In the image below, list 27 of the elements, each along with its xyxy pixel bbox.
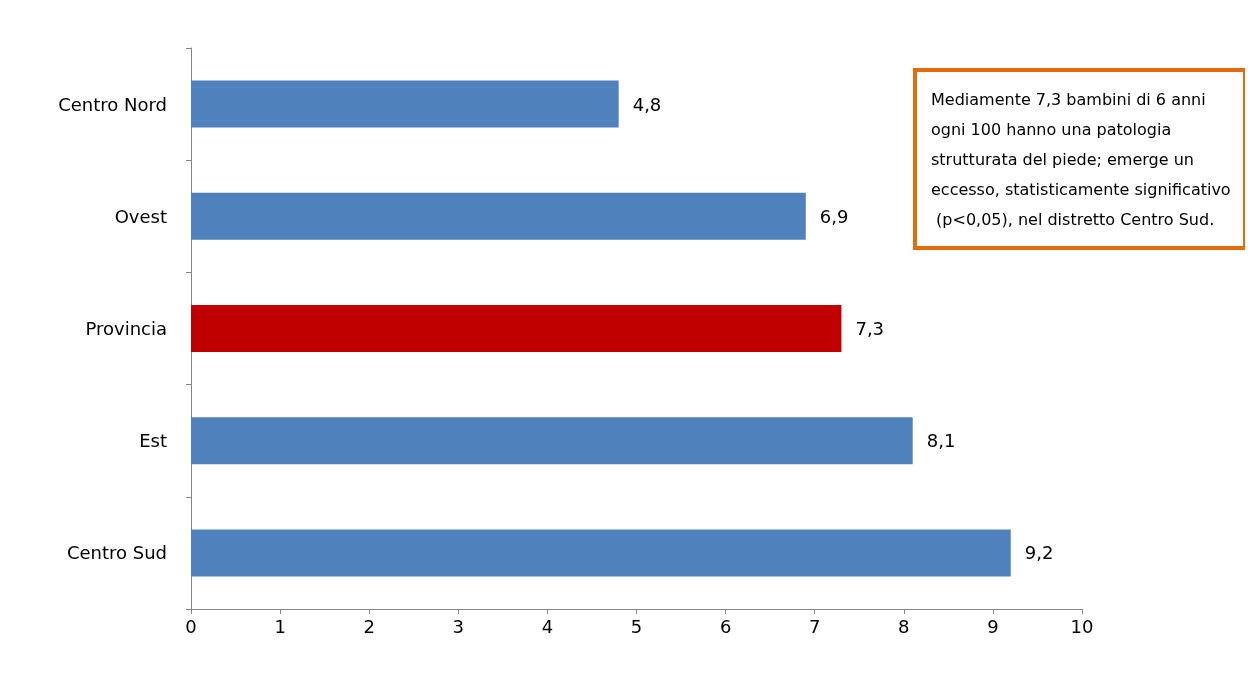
- y-tick-label: Centro Nord: [58, 93, 167, 115]
- x-tick-label: 10: [1070, 615, 1094, 637]
- bar: [191, 80, 619, 128]
- x-tick-label: 0: [185, 615, 197, 637]
- y-tick-label: Est: [139, 430, 167, 452]
- bar: [191, 417, 913, 465]
- y-tick-label: Centro Sud: [66, 542, 167, 564]
- data-label: 9,2: [1024, 542, 1054, 564]
- y-tick-label: Ovest: [114, 205, 167, 227]
- x-tick-label: 8: [898, 615, 910, 637]
- bar: [191, 192, 806, 240]
- x-tick-label: 6: [719, 615, 732, 637]
- x-tick-label: 9: [987, 615, 999, 637]
- data-label: 4,8: [632, 93, 662, 115]
- annotation: Mediamente 7,3 bambini di 6 anni ogni 100 hanno una patologia strutturata del piede; emerge un eccesso, statisticamente significativo (p<0,05), nel distretto Centro Sud.: [931, 89, 1231, 229]
- x-tick-label: 1: [274, 615, 286, 637]
- data-label: 6,9: [819, 205, 849, 227]
- x-tick-label: 2: [363, 615, 375, 637]
- x-tick-label: 3: [452, 615, 465, 637]
- x-tick-label: 7: [808, 615, 821, 637]
- data-label: 7,3: [855, 318, 885, 339]
- x-tick-label: 5: [630, 615, 643, 637]
- x-tick-label: 4: [541, 615, 554, 637]
- bar: [191, 529, 1011, 577]
- data-label: 8,1: [926, 430, 956, 452]
- y-tick-label: Provincia: [85, 318, 167, 339]
- bar: [191, 305, 842, 352]
